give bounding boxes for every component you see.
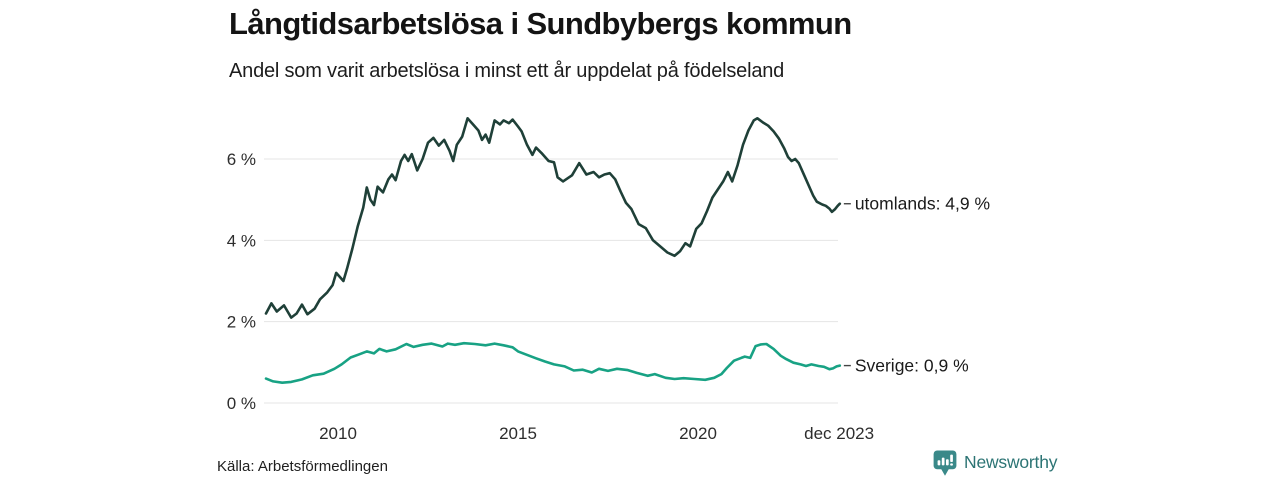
x-tick-label: 2020 xyxy=(679,424,717,443)
x-tick-label: 2010 xyxy=(319,424,357,443)
series-line-utomlands xyxy=(264,117,842,319)
x-tick-label: 2015 xyxy=(499,424,537,443)
page-subtitle: Andel som varit arbetslösa i minst ett å… xyxy=(229,60,785,82)
newsworthy-bubble-chart-icon xyxy=(933,450,957,476)
legend-label-Sverige: Sverige: 0,9 % xyxy=(855,356,969,376)
legend-label-utomlands: utomlands: 4,9 % xyxy=(855,194,990,214)
newsworthy-wordmark: Newsworthy xyxy=(964,452,1058,472)
y-tick-label: 4 % xyxy=(227,231,256,250)
series-line-Sverige xyxy=(264,341,842,384)
y-tick-label: 6 % xyxy=(227,150,256,169)
x-tick-label: dec 2023 xyxy=(804,424,874,443)
y-tick-label: 0 % xyxy=(227,394,256,413)
y-tick-label: 2 % xyxy=(227,313,256,332)
source-note: Källa: Arbetsförmedlingen xyxy=(217,458,388,475)
newsworthy-logo[interactable]: Newsworthy xyxy=(933,450,1058,478)
page-title: Långtidsarbetslösa i Sundbybergs kommun xyxy=(229,6,852,41)
